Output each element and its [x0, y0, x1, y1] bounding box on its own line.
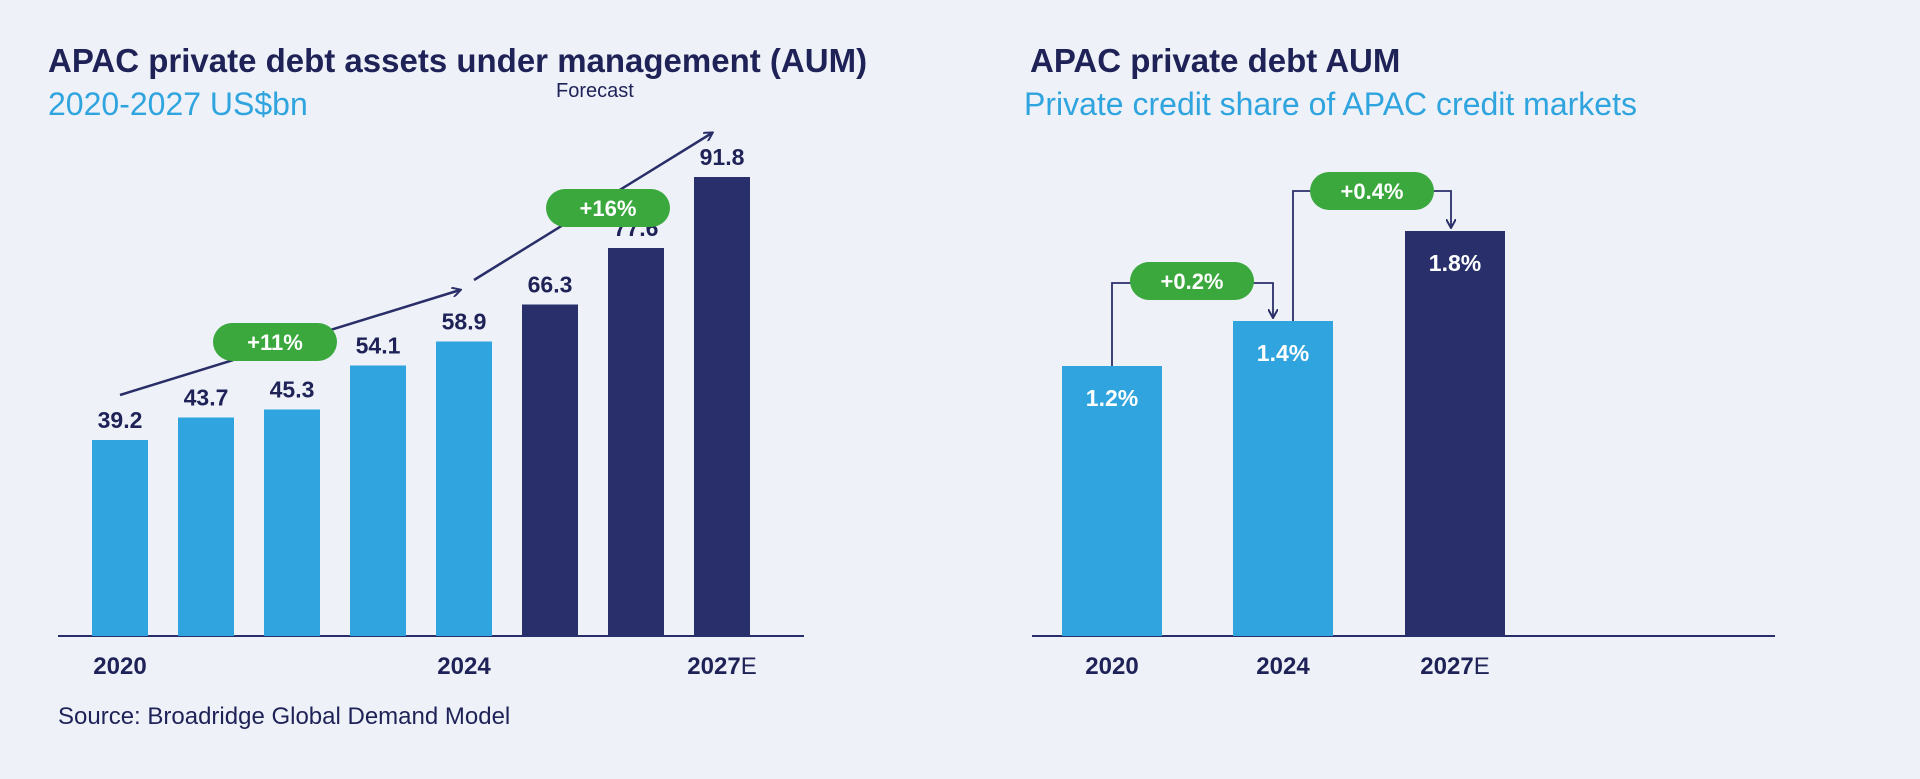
bar-1 — [178, 417, 234, 636]
value-label-7: 91.8 — [700, 144, 745, 170]
growth-pill-2-background — [546, 189, 670, 227]
credit-share-chart-panel: APAC private debt AUM Private credit sha… — [960, 0, 1920, 779]
value-label-1: 1.4% — [1257, 340, 1309, 366]
value-label-0: 39.2 — [98, 407, 143, 433]
growth-pill-2-label: +16% — [580, 196, 637, 221]
aum-chart-title: APAC private debt assets under managemen… — [48, 42, 868, 79]
bar-2 — [264, 409, 320, 636]
share-chart-subtitle: Private credit share of APAC credit mark… — [1024, 86, 1637, 122]
x-tick-label-2020: 2020 — [93, 653, 146, 680]
step-pill-2-label: +0.4% — [1341, 179, 1404, 204]
step-pill-1-label: +0.2% — [1161, 269, 1224, 294]
step-pill-2-background — [1310, 172, 1434, 210]
forecast-label: Forecast — [556, 80, 634, 102]
step-pill-1: +0.2% — [1130, 262, 1254, 300]
x-tick-label-2027: 2027E — [687, 653, 756, 680]
bar-4 — [436, 341, 492, 636]
aum-chart-subtitle: 2020-2027 US$bn — [48, 86, 308, 122]
source-note: Source: Broadridge Global Demand Model — [58, 703, 511, 730]
growth-pill-1-background — [213, 323, 337, 361]
x-tick-label-2024: 2024 — [437, 653, 491, 680]
bar-7 — [694, 177, 750, 636]
growth-pill-1: +11% — [213, 323, 337, 361]
step-pill-1-background — [1130, 262, 1254, 300]
aum-chart-panel: APAC private debt assets under managemen… — [48, 0, 868, 730]
bar-3 — [350, 365, 406, 636]
bar-5 — [522, 304, 578, 636]
step-pill-2: +0.4% — [1310, 172, 1434, 210]
value-label-4: 58.9 — [442, 309, 487, 335]
bar-2 — [1405, 231, 1505, 636]
x-tick-label-2027: 2027E — [1420, 653, 1489, 680]
share-chart-title: APAC private debt AUM — [1030, 42, 1401, 79]
bar-6 — [608, 248, 664, 636]
growth-pill-2: +16% — [546, 189, 670, 227]
value-label-3: 54.1 — [356, 333, 401, 359]
credit-share-bar-chart: 1.2% 2020 1.4% 2024 1.8% 2027E +0.2% +0.4% — [1032, 172, 1775, 680]
value-label-5: 66.3 — [528, 272, 573, 298]
bar-0 — [1062, 366, 1162, 636]
bar-1 — [1233, 321, 1333, 636]
bar-0 — [92, 440, 148, 636]
x-tick-label-2024: 2024 — [1256, 653, 1310, 680]
value-label-0: 1.2% — [1086, 385, 1138, 411]
value-label-1: 43.7 — [184, 385, 229, 411]
value-label-2: 1.8% — [1429, 250, 1481, 276]
x-tick-label-2020: 2020 — [1085, 653, 1138, 680]
value-label-2: 45.3 — [270, 377, 315, 403]
growth-pill-1-label: +11% — [247, 330, 303, 355]
